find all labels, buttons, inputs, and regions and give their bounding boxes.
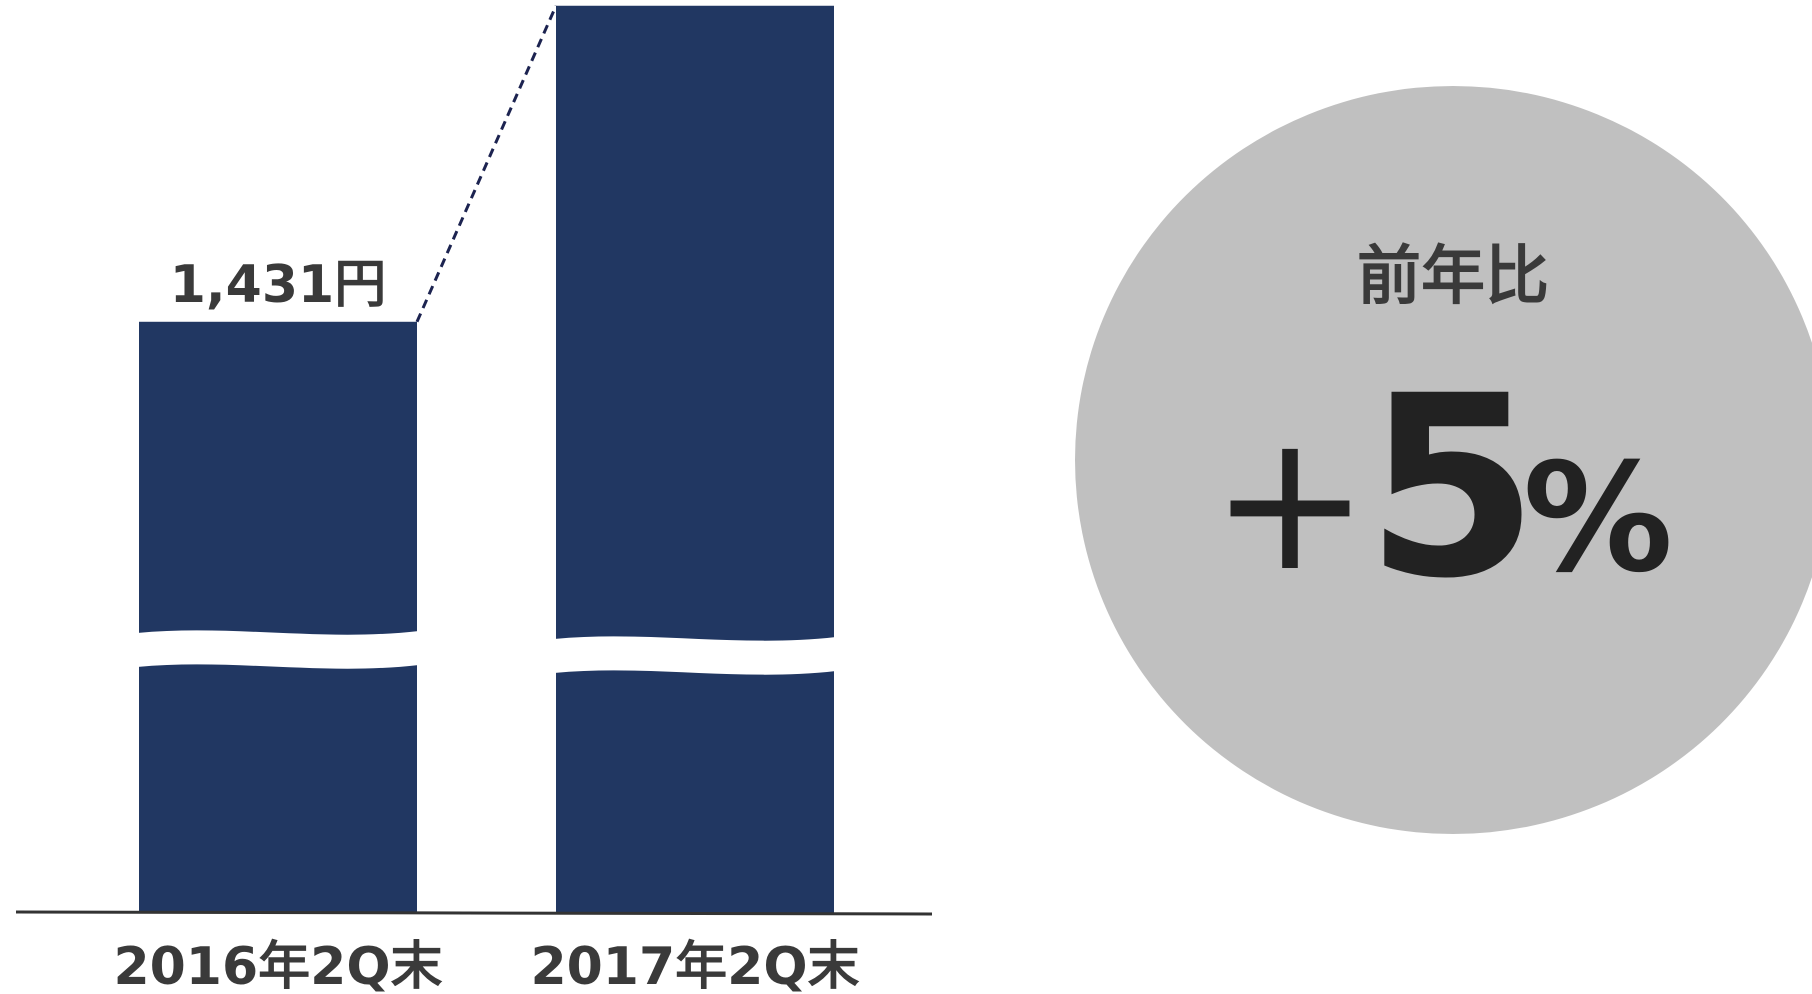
value-labels-group: 1,431円1,500円 (170, 255, 386, 315)
value-label-1: 1,431円 (170, 255, 386, 315)
x-tick-label-2: 2017年2Q末 (530, 937, 859, 994)
badge-title: 前年比 (1357, 240, 1549, 314)
axis-break-2 (554, 636, 836, 675)
badge-plus-sign: + (1210, 392, 1369, 613)
bars-group (139, 5, 834, 913)
dashed-connector-line (415, 5, 558, 323)
bar-1 (139, 321, 417, 913)
badge-percent-unit: % (1523, 432, 1673, 606)
badge-percentage-number: 5 (1365, 342, 1539, 633)
x-axis-line (15, 910, 933, 916)
bar-2 (556, 5, 834, 913)
axis-breaks-group (137, 630, 836, 675)
badge-circle (1075, 86, 1812, 834)
axis-break-1 (137, 630, 419, 669)
x-tick-labels-group: 2016年2Q末 2017年2Q末 (113, 937, 859, 994)
x-tick-label-1: 2016年2Q末 (113, 937, 442, 994)
yoy-badge: 前年比 + 5 % (1075, 86, 1812, 834)
